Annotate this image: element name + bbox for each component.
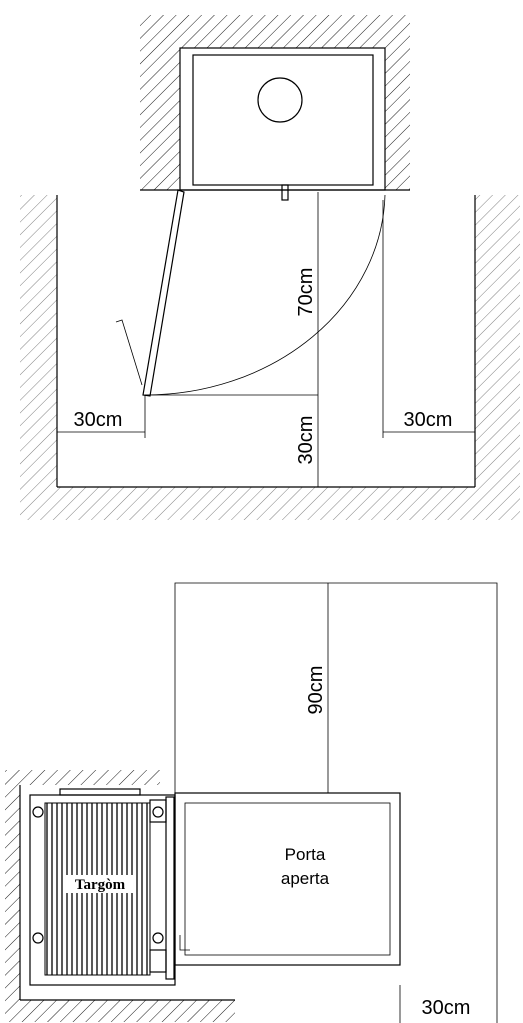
dim-label: 30cm bbox=[74, 409, 123, 431]
flue bbox=[258, 78, 302, 122]
door-label: Porta bbox=[285, 845, 326, 864]
bolt bbox=[153, 933, 163, 943]
dim-label: 30cm bbox=[295, 416, 317, 465]
bolt bbox=[33, 807, 43, 817]
bolt bbox=[153, 807, 163, 817]
hinge bbox=[150, 950, 166, 972]
clearance-area bbox=[175, 583, 497, 975]
niche bbox=[180, 48, 385, 190]
top-plan: 70cm 30cm 30cm 30cm bbox=[20, 15, 520, 520]
brand: Targòm bbox=[75, 877, 126, 893]
hinge bbox=[150, 800, 166, 822]
bottom-plan: 90cm Targòm Porta aperta 30cm bbox=[5, 583, 497, 1023]
door-edge bbox=[166, 797, 174, 979]
oven-body bbox=[193, 55, 373, 185]
door-label: aperta bbox=[281, 869, 330, 888]
dim-label: 30cm bbox=[422, 997, 471, 1019]
dim-label: 70cm bbox=[295, 268, 317, 317]
dim-label: 90cm bbox=[305, 666, 327, 715]
room bbox=[57, 195, 475, 487]
bolt bbox=[33, 933, 43, 943]
dim-label: 30cm bbox=[404, 409, 453, 431]
diagram: 70cm 30cm 30cm 30cm 90cm Targòm Porta ap… bbox=[0, 0, 523, 1023]
oven-top bbox=[60, 789, 140, 795]
